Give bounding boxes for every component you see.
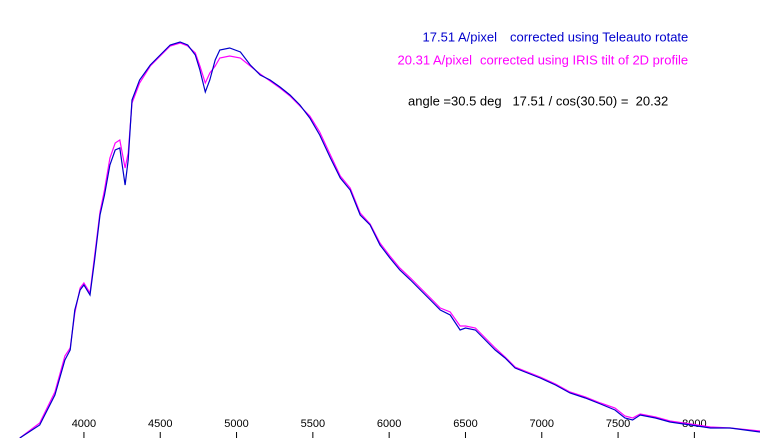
annotation: angle =30.5 deg 17.51 / cos(30.50) = 20.…: [408, 93, 668, 108]
legend-label: 17.51 A/pixel: [423, 29, 498, 44]
x-tick-label: 5500: [301, 418, 325, 430]
series-line: [19, 41, 760, 438]
x-tick-label: 7500: [606, 418, 630, 430]
x-tick-label: 7000: [530, 418, 554, 430]
annotation: corrected using Teleauto rotate: [510, 29, 688, 44]
legend-label: 20.31 A/pixel: [398, 52, 473, 67]
x-tick-label: 5000: [224, 418, 248, 430]
x-tick-label: 6000: [377, 418, 401, 430]
annotation: corrected using IRIS tilt of 2D profile: [480, 52, 688, 67]
x-tick-label: 4500: [148, 418, 172, 430]
x-tick-label: 6500: [453, 418, 477, 430]
x-tick-label: 4000: [72, 418, 96, 430]
